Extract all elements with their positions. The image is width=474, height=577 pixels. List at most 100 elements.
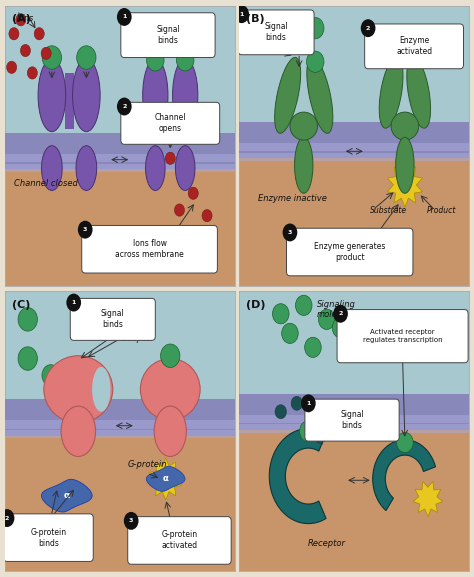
Circle shape — [41, 47, 51, 59]
Text: Enzyme inactive: Enzyme inactive — [258, 194, 327, 203]
Circle shape — [78, 220, 92, 239]
Circle shape — [117, 98, 132, 115]
Ellipse shape — [307, 57, 333, 133]
Polygon shape — [149, 458, 182, 500]
Bar — [239, 153, 469, 161]
Ellipse shape — [140, 358, 200, 420]
Circle shape — [295, 295, 312, 316]
Circle shape — [176, 50, 194, 71]
Circle shape — [161, 344, 180, 368]
Circle shape — [305, 338, 321, 357]
Circle shape — [361, 19, 375, 37]
Circle shape — [301, 394, 316, 413]
FancyBboxPatch shape — [121, 13, 215, 58]
Text: 3: 3 — [129, 518, 133, 523]
Text: Signal
binds: Signal binds — [264, 23, 288, 42]
FancyBboxPatch shape — [365, 24, 464, 69]
Text: G-protein: G-protein — [128, 460, 167, 469]
FancyBboxPatch shape — [82, 226, 218, 273]
Bar — [5, 399, 235, 436]
FancyBboxPatch shape — [286, 228, 413, 276]
FancyBboxPatch shape — [121, 102, 219, 144]
Ellipse shape — [42, 146, 62, 190]
Text: G-protein
activated: G-protein activated — [161, 530, 198, 550]
Text: Ions flow
across membrane: Ions flow across membrane — [115, 239, 184, 259]
Text: Receptor: Receptor — [117, 335, 155, 343]
Circle shape — [18, 308, 37, 331]
Ellipse shape — [38, 59, 66, 132]
Ellipse shape — [379, 57, 403, 128]
Ellipse shape — [173, 59, 198, 132]
Circle shape — [117, 8, 132, 26]
Text: (D): (D) — [246, 300, 266, 310]
Bar — [239, 291, 469, 426]
FancyBboxPatch shape — [4, 514, 93, 561]
Text: Signal
binds: Signal binds — [156, 25, 180, 45]
Text: (B): (B) — [246, 14, 265, 24]
Text: G-protein
binds: G-protein binds — [30, 527, 66, 548]
Bar — [239, 6, 469, 154]
Text: Product: Product — [427, 205, 456, 215]
Text: (C): (C) — [12, 300, 30, 310]
Text: Substrate: Substrate — [370, 205, 407, 215]
Bar — [239, 426, 469, 571]
Circle shape — [396, 45, 414, 68]
Text: (A): (A) — [12, 14, 30, 24]
Circle shape — [307, 51, 324, 72]
Circle shape — [34, 28, 44, 40]
Text: 1: 1 — [306, 401, 310, 406]
Text: Enzyme generates
product: Enzyme generates product — [314, 242, 385, 262]
Circle shape — [174, 204, 184, 216]
Bar — [239, 414, 469, 423]
Text: Signal
binds: Signal binds — [101, 309, 125, 329]
Ellipse shape — [143, 59, 168, 132]
Circle shape — [18, 347, 37, 370]
Circle shape — [332, 318, 349, 338]
Text: 2: 2 — [366, 25, 370, 31]
FancyBboxPatch shape — [238, 10, 314, 55]
Ellipse shape — [61, 406, 96, 456]
Ellipse shape — [76, 146, 97, 190]
Polygon shape — [146, 466, 185, 492]
Ellipse shape — [146, 146, 165, 190]
Bar — [5, 164, 235, 173]
Ellipse shape — [290, 112, 318, 140]
FancyBboxPatch shape — [128, 516, 231, 564]
Circle shape — [275, 404, 286, 419]
Circle shape — [397, 432, 413, 452]
Circle shape — [307, 17, 324, 39]
Circle shape — [42, 46, 62, 69]
Bar — [5, 154, 235, 163]
FancyBboxPatch shape — [70, 298, 155, 340]
Bar — [5, 432, 235, 571]
Circle shape — [300, 421, 317, 442]
Polygon shape — [373, 440, 436, 511]
Text: α: α — [64, 491, 70, 500]
Text: Activated receptor
regulates transcription: Activated receptor regulates transcripti… — [363, 329, 442, 343]
Ellipse shape — [396, 137, 414, 193]
Circle shape — [273, 304, 289, 324]
Circle shape — [234, 5, 249, 23]
FancyBboxPatch shape — [337, 310, 468, 363]
Circle shape — [0, 509, 14, 527]
Text: Enzyme
activated: Enzyme activated — [396, 36, 432, 57]
Text: 1: 1 — [72, 300, 76, 305]
Bar — [5, 165, 235, 286]
Ellipse shape — [73, 59, 100, 132]
Text: Signaling
molecule: Signaling molecule — [317, 300, 356, 319]
Circle shape — [27, 67, 37, 79]
Bar — [239, 394, 469, 430]
Text: α: α — [163, 474, 169, 484]
Ellipse shape — [274, 57, 301, 133]
Ellipse shape — [391, 112, 419, 140]
Text: Channel
opens: Channel opens — [155, 113, 186, 133]
Circle shape — [282, 323, 298, 343]
Bar — [5, 6, 235, 165]
Text: 3: 3 — [288, 230, 292, 235]
Bar — [239, 143, 469, 151]
Ellipse shape — [175, 146, 195, 190]
Ellipse shape — [154, 406, 186, 456]
Text: 2: 2 — [122, 104, 127, 109]
Ellipse shape — [294, 137, 313, 193]
Bar — [239, 424, 469, 433]
